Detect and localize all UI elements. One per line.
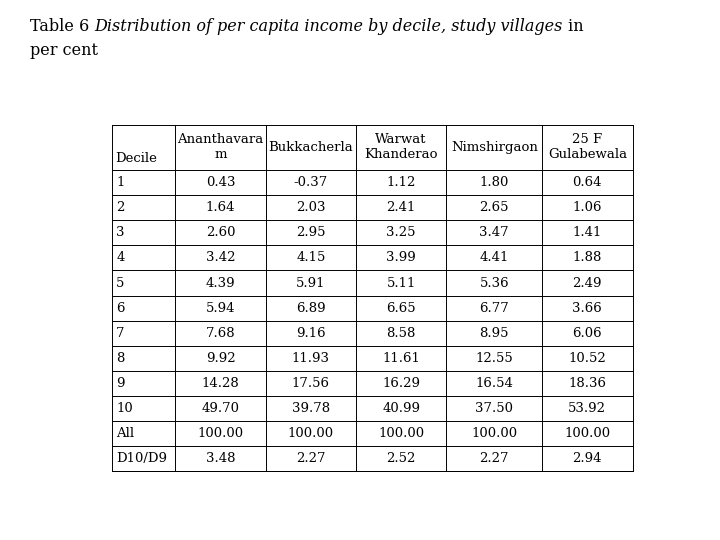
Text: 0.43: 0.43	[206, 176, 235, 189]
Text: 8.58: 8.58	[387, 327, 416, 340]
Text: 100.00: 100.00	[288, 427, 334, 440]
Text: 14.28: 14.28	[202, 377, 240, 390]
Text: 2.94: 2.94	[572, 453, 602, 465]
Text: 11.93: 11.93	[292, 352, 330, 365]
Text: 10: 10	[116, 402, 133, 415]
Text: 3.25: 3.25	[387, 226, 416, 239]
Text: 2.52: 2.52	[387, 453, 416, 465]
Text: 3: 3	[116, 226, 125, 239]
Text: 9.92: 9.92	[206, 352, 235, 365]
Text: 2.60: 2.60	[206, 226, 235, 239]
Text: 2.49: 2.49	[572, 276, 602, 289]
Text: 11.61: 11.61	[382, 352, 420, 365]
Text: 0.64: 0.64	[572, 176, 602, 189]
Text: 1.88: 1.88	[572, 252, 602, 265]
Text: 16.54: 16.54	[475, 377, 513, 390]
Text: D10/D9: D10/D9	[116, 453, 167, 465]
Text: 2.95: 2.95	[296, 226, 325, 239]
Text: 5.36: 5.36	[480, 276, 509, 289]
Text: 100.00: 100.00	[378, 427, 424, 440]
Text: 16.29: 16.29	[382, 377, 420, 390]
Text: Table 6: Table 6	[30, 18, 94, 35]
Text: 7: 7	[116, 327, 125, 340]
Text: 6.77: 6.77	[480, 302, 509, 315]
Text: Khanderao: Khanderao	[364, 148, 438, 161]
Text: 12.55: 12.55	[475, 352, 513, 365]
Text: 5.91: 5.91	[296, 276, 325, 289]
Text: 100.00: 100.00	[564, 427, 611, 440]
Text: 2.41: 2.41	[387, 201, 416, 214]
Text: 4.39: 4.39	[206, 276, 235, 289]
Text: 100.00: 100.00	[197, 427, 243, 440]
Text: 3.42: 3.42	[206, 252, 235, 265]
Text: 9: 9	[116, 377, 125, 390]
Text: per cent: per cent	[30, 42, 98, 59]
Text: 53.92: 53.92	[568, 402, 606, 415]
Text: 1.80: 1.80	[480, 176, 509, 189]
Text: 2.27: 2.27	[480, 453, 509, 465]
Text: 9.16: 9.16	[296, 327, 325, 340]
Text: All: All	[116, 427, 135, 440]
Text: 100.00: 100.00	[471, 427, 518, 440]
Text: 1.12: 1.12	[387, 176, 416, 189]
Text: 2.65: 2.65	[480, 201, 509, 214]
Text: 4.15: 4.15	[296, 252, 325, 265]
Text: 1.64: 1.64	[206, 201, 235, 214]
Text: 1.41: 1.41	[572, 226, 602, 239]
Text: 3.48: 3.48	[206, 453, 235, 465]
Text: 40.99: 40.99	[382, 402, 420, 415]
Text: 3.66: 3.66	[572, 302, 602, 315]
Text: Decile: Decile	[115, 152, 157, 165]
Text: 8.95: 8.95	[480, 327, 509, 340]
Text: 1.06: 1.06	[572, 201, 602, 214]
Text: Distribution of per capita income by decile, study villages: Distribution of per capita income by dec…	[94, 18, 563, 35]
Text: 6: 6	[116, 302, 125, 315]
Text: 2.03: 2.03	[296, 201, 325, 214]
Text: 4: 4	[116, 252, 125, 265]
Text: 6.65: 6.65	[387, 302, 416, 315]
Text: 25 F: 25 F	[572, 133, 603, 146]
Text: 6.06: 6.06	[572, 327, 602, 340]
Text: 4.41: 4.41	[480, 252, 509, 265]
Text: 7.68: 7.68	[206, 327, 235, 340]
Text: 5: 5	[116, 276, 125, 289]
Text: Ananthavara: Ananthavara	[177, 133, 264, 146]
Text: 49.70: 49.70	[202, 402, 240, 415]
Text: Gulabewala: Gulabewala	[548, 148, 627, 161]
Text: 39.78: 39.78	[292, 402, 330, 415]
Text: 3.47: 3.47	[480, 226, 509, 239]
Text: 10.52: 10.52	[569, 352, 606, 365]
Text: 2: 2	[116, 201, 125, 214]
Text: 3.99: 3.99	[387, 252, 416, 265]
Text: Nimshirgaon: Nimshirgaon	[451, 141, 538, 154]
Text: 2.27: 2.27	[296, 453, 325, 465]
Text: 8: 8	[116, 352, 125, 365]
Text: 1: 1	[116, 176, 125, 189]
Text: 18.36: 18.36	[568, 377, 606, 390]
Text: Bukkacherla: Bukkacherla	[269, 141, 354, 154]
Text: -0.37: -0.37	[294, 176, 328, 189]
Text: 37.50: 37.50	[475, 402, 513, 415]
Text: 5.94: 5.94	[206, 302, 235, 315]
Text: 5.11: 5.11	[387, 276, 416, 289]
Text: m: m	[215, 148, 227, 161]
Text: in: in	[563, 18, 583, 35]
Text: 17.56: 17.56	[292, 377, 330, 390]
Text: Warwat: Warwat	[375, 133, 427, 146]
Text: 6.89: 6.89	[296, 302, 325, 315]
